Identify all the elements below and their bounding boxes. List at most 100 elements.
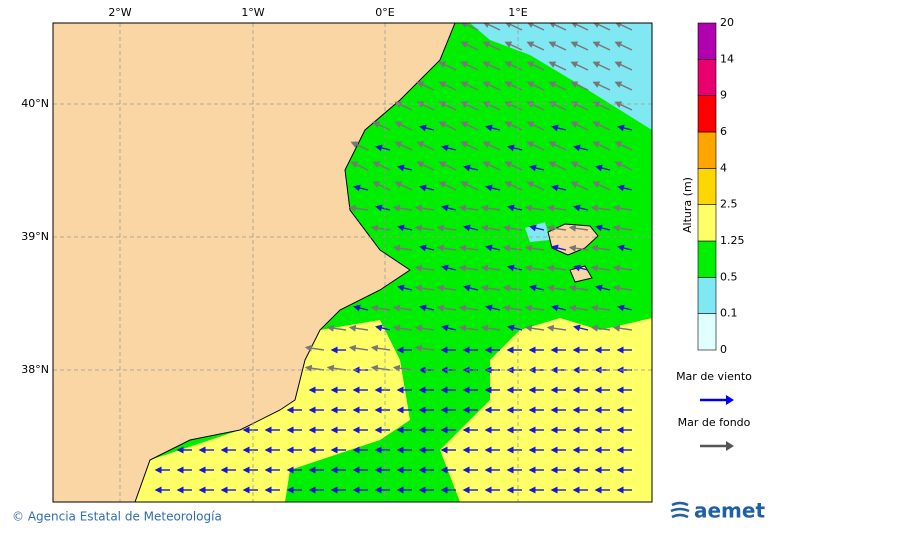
swell-arrow [460,23,479,31]
wind-sea-arrow [419,184,435,192]
swell-arrow [460,121,479,131]
legend-label: Mar de fondo [678,416,751,429]
swell-arrow [502,244,523,252]
wind-sea-arrow [573,144,589,152]
wind-sea-arrow [573,204,589,212]
legend-arrowhead [726,395,734,405]
map-frame [52,22,653,503]
swell-arrow [502,304,523,312]
wind-sea-arrow [441,324,457,332]
swell-zone [135,320,410,502]
swell-arrow [392,204,413,212]
swell-arrow [414,204,435,212]
arrows [154,23,633,494]
swell-arrow [414,284,435,292]
wind-sea-arrow [507,144,523,152]
swell-arrow [614,161,633,171]
swell-arrow [482,61,501,71]
legend-label: Mar de viento [676,370,752,383]
swell-arrow [348,344,369,352]
wind-sea-arrow [441,204,457,212]
swell-arrow [548,61,567,71]
swell-arrow [414,324,435,332]
swell-arrow [548,23,567,31]
lat-label: 39°N [21,230,49,243]
swell-arrow [590,324,611,332]
swell-arrow [504,181,523,191]
swell-arrow [348,324,369,332]
swell-arrow [614,81,633,91]
lat-label: 40°N [21,97,49,110]
swell-arrow [438,61,457,71]
swell-arrow [592,61,611,71]
swell-arrow [568,244,589,252]
wind-sea-arrow [595,164,611,172]
wind-sea-arrow [375,144,391,152]
colorbar-tick-label: 14 [720,52,734,65]
swell-arrow [438,181,457,191]
swell-arrow [568,224,589,232]
wind-sea-arrow [419,124,435,132]
swell-arrow [482,161,501,171]
swell-arrow [612,284,633,292]
swell-arrow [438,121,457,131]
wind-sea-arrow [397,284,413,292]
swell-arrow [546,224,567,232]
swell-arrow [570,161,589,171]
swell-arrow [546,264,567,272]
swell-arrow [570,41,589,51]
calm-sea [470,23,652,130]
swell-arrow [394,101,413,111]
wind-sea-arrow [463,284,479,292]
swell-arrow [548,81,567,91]
lon-label: 0°E [375,6,394,19]
swell-arrow [614,41,633,51]
logo-text: aemet [694,499,765,523]
swell-arrow [526,101,545,111]
swell-arrow [392,364,413,372]
swell-arrow [482,23,501,31]
swell-arrow [592,81,611,91]
swell-arrow [524,324,545,332]
swell-arrow [612,204,633,212]
swell-arrow [436,244,457,252]
swell-arrow [392,304,413,312]
swell-arrow [526,81,545,91]
swell-arrow [504,61,523,71]
wind-sea-arrow [617,244,633,252]
swell-arrow [504,81,523,91]
wind-sea-arrow [573,324,589,332]
wind-sea-arrow [507,324,523,332]
swell-arrow [460,101,479,111]
grid [53,23,652,502]
lon-label: 1°W [241,6,264,19]
wind-sea-arrow [617,184,633,192]
swell-arrow [350,161,369,171]
swell-arrow [524,244,545,252]
swell-arrow [326,364,347,372]
swell-arrow [614,61,633,71]
swell-arrow [436,284,457,292]
swell-arrow [394,181,413,191]
wind-sea-arrow [551,124,567,132]
wind-sea-arrow [375,324,391,332]
wind-sea-arrow [419,304,435,312]
swell-arrow [526,41,545,51]
swell-arrow [526,141,545,151]
swell-arrow [548,161,567,171]
swell-arrow [592,41,611,51]
wind-sea-arrow [595,224,611,232]
colorbar-label: Altura (m) [681,177,694,233]
swell-arrow [414,344,435,352]
swell-arrow [458,324,479,332]
wind-sea-arrow [595,284,611,292]
swell-arrow [548,141,567,151]
swell-arrow [612,264,633,272]
swell-arrow [480,324,501,332]
swell-arrow [438,101,457,111]
swell-arrow [460,181,479,191]
swell-arrow [458,304,479,312]
swell-arrow [524,304,545,312]
wind-sea-arrow [397,164,413,172]
swell-arrow [482,41,501,51]
